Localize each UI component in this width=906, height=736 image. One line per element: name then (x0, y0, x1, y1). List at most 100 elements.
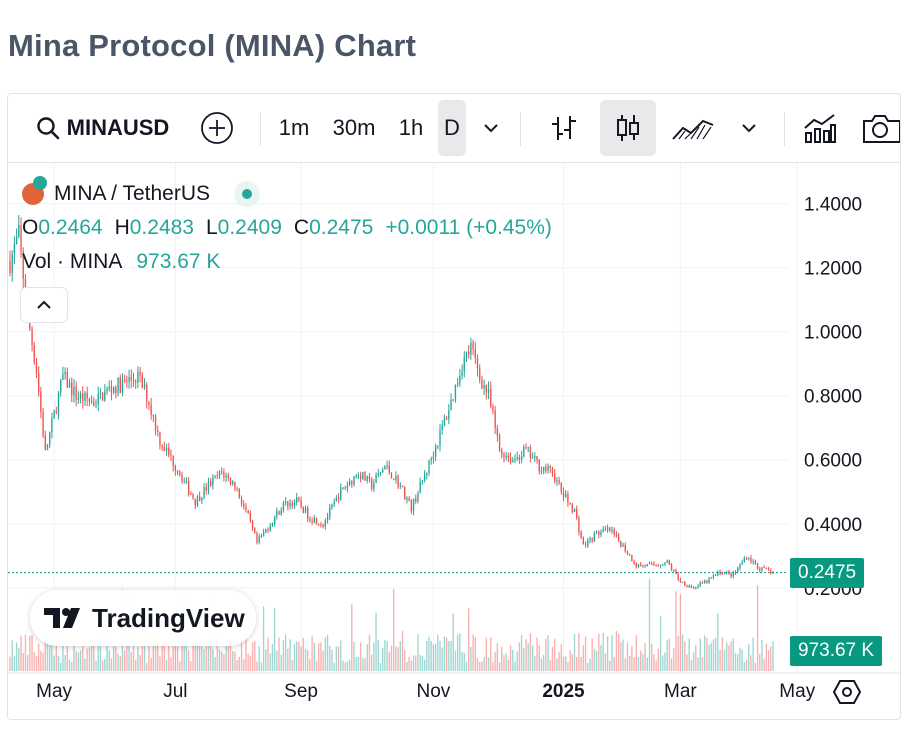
interval-30m[interactable]: 30m (332, 115, 376, 140)
candle-body (86, 392, 88, 399)
indicators-button[interactable] (798, 100, 842, 156)
candle-body (428, 460, 430, 473)
candle-body (565, 493, 567, 497)
volume-bar (24, 634, 27, 671)
volume-bar (370, 654, 373, 671)
tradingview-watermark[interactable]: TradingView (30, 590, 256, 646)
volume-bar (565, 656, 567, 671)
chart-type-dropdown[interactable] (734, 100, 764, 156)
volume-bar (633, 657, 635, 671)
candle-body (701, 582, 704, 584)
candle-body (463, 357, 465, 372)
candle-body (426, 472, 428, 475)
candle-body (666, 560, 668, 563)
candle-body (527, 447, 529, 449)
volume-bar (42, 653, 44, 671)
candle-body (223, 472, 225, 478)
candle-body (128, 377, 130, 382)
candle-body (558, 480, 560, 484)
volume-bar (278, 637, 280, 671)
volume-bar (684, 641, 686, 671)
candle-body (276, 511, 278, 518)
chart-widget: MINAUSD 1m 30m 1h D (7, 93, 901, 720)
candle-body (492, 406, 494, 411)
volume-bar (589, 658, 591, 671)
interval-dropdown[interactable] (476, 100, 506, 156)
candle-body (708, 578, 710, 583)
candles-chart-type-button[interactable] (600, 100, 656, 156)
volume-bar (353, 641, 355, 671)
volume-bar (377, 639, 379, 671)
candle-body (490, 388, 492, 407)
volume-bar (340, 640, 342, 671)
volume-bar (31, 635, 33, 671)
volume-bar (40, 651, 42, 671)
settings-hexagon-icon (833, 680, 861, 704)
candle-body (196, 496, 199, 506)
volume-bar (600, 644, 602, 671)
price-tick-label: 1.2000 (804, 259, 862, 280)
candle-body (243, 504, 245, 507)
volume-bar (13, 655, 16, 671)
interval-1m[interactable]: 1m (278, 115, 310, 140)
auto-scale-settings-button[interactable] (832, 677, 862, 707)
volume-bar (739, 647, 741, 671)
screenshot-button[interactable] (860, 100, 900, 156)
volume-bar (719, 649, 721, 671)
symbol-search-button[interactable]: MINAUSD (22, 100, 182, 156)
volume-bar (115, 646, 117, 671)
candle-body (273, 517, 276, 524)
candle-body (582, 537, 585, 545)
volume-bar (677, 635, 679, 671)
area-chart-type-button[interactable] (668, 100, 718, 156)
volume-bar (227, 645, 229, 671)
candle-body (593, 532, 596, 541)
candle-body (617, 534, 620, 541)
candle-body (401, 485, 404, 488)
candle-body (71, 382, 73, 396)
price-chart[interactable]: 1.40001.20001.00000.80000.60000.40000.20… (8, 163, 900, 719)
legend-collapse-button[interactable] (20, 287, 68, 323)
time-tick-label: May (779, 681, 815, 702)
volume-bar (615, 631, 618, 671)
volume-bar (723, 649, 726, 671)
volume-bar (152, 645, 155, 671)
volume-bar (426, 641, 428, 671)
volume-bar (666, 639, 668, 671)
candle-body (542, 466, 545, 472)
candle-body (743, 558, 746, 563)
volume-bar (461, 651, 463, 671)
chart-area[interactable]: 1.4000 1.2000 1.0000 0.8000 0.6000 0.4000 0.20… (8, 163, 900, 719)
compare-symbol-button[interactable] (196, 100, 238, 156)
volume-bar (454, 650, 457, 671)
interval-d[interactable]: D (438, 100, 466, 156)
legend-pair[interactable]: MINA / TetherUS (54, 182, 211, 205)
volume-bar (390, 645, 393, 671)
volume-bar (258, 645, 260, 671)
candle-body (366, 476, 368, 481)
bar-chart-type-button[interactable] (540, 100, 588, 156)
market-status-icon[interactable] (234, 181, 261, 207)
volume-bar (573, 634, 576, 671)
candle-body (53, 411, 55, 419)
volume-bar (141, 645, 143, 671)
volume-bar (26, 654, 29, 671)
candle-body (271, 523, 274, 526)
volume-bar (761, 639, 763, 671)
time-axis[interactable]: May Jul Sep Nov 2025 Mar May (8, 672, 900, 702)
interval-1h[interactable]: 1h (398, 115, 424, 140)
candle-body (64, 372, 66, 375)
volume-bar (384, 639, 386, 671)
candle-body (754, 560, 757, 564)
candle-body (117, 377, 119, 394)
candle-body (767, 568, 770, 571)
candle-body (110, 386, 113, 393)
volume-bar (498, 662, 501, 671)
candle-body (750, 557, 752, 562)
volume-bar (770, 646, 772, 671)
volume-bar (635, 635, 637, 671)
price-axis[interactable]: 1.40001.20001.00000.80000.60000.40000.20… (804, 195, 862, 600)
candle-body (657, 565, 660, 567)
candle-body (763, 567, 765, 569)
volume-bar (494, 651, 496, 671)
